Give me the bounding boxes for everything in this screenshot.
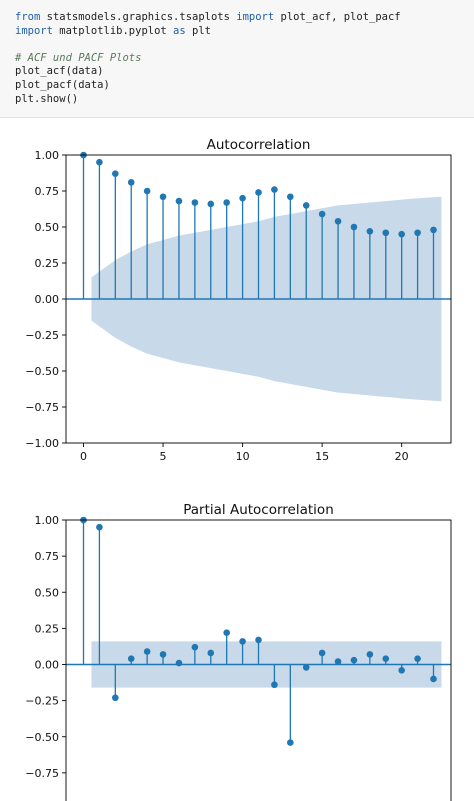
data-point [223, 629, 230, 637]
data-point [430, 675, 437, 683]
y-tick-label: 0.00 [35, 659, 60, 672]
data-point [207, 200, 215, 208]
y-tick-label: 1.00 [35, 149, 60, 162]
x-tick-label: 15 [315, 450, 329, 463]
data-point [191, 199, 199, 206]
keyword: import [236, 11, 275, 23]
data-point [207, 649, 215, 657]
data-point [223, 199, 230, 206]
data-point [127, 179, 135, 186]
data-point [239, 638, 246, 645]
data-point [112, 694, 119, 702]
chart-title: Autocorrelation [207, 137, 311, 153]
y-tick-label: −0.50 [25, 731, 59, 744]
x-tick-label: 5 [160, 450, 167, 463]
data-point [398, 230, 405, 238]
data-point [414, 655, 421, 663]
keyword: import [15, 24, 53, 37]
data-point [287, 739, 294, 746]
y-tick-label: 0.75 [35, 185, 60, 198]
y-tick-label: −0.25 [25, 329, 59, 342]
data-point [255, 189, 262, 196]
data-point [271, 186, 278, 193]
y-tick-label: −0.25 [25, 695, 59, 708]
y-tick-label: 0.50 [35, 586, 60, 599]
y-tick-label: 0.00 [35, 293, 60, 306]
code-line: plot_pacf(data) [15, 78, 110, 91]
data-point [302, 664, 310, 671]
data-point [271, 681, 278, 689]
data-point [334, 658, 342, 665]
data-point [127, 655, 135, 663]
data-point [366, 228, 374, 235]
code-editor[interactable]: from statsmodels.graphics.tsaplots impor… [15, 11, 401, 106]
chart-title: Partial Autocorrelation [183, 502, 334, 518]
code-line: plt.show() [15, 92, 79, 105]
data-point [96, 523, 103, 531]
data-point [159, 193, 167, 201]
y-tick-label: −0.75 [25, 401, 59, 414]
x-tick-label: 20 [395, 450, 409, 463]
code-text: plt [185, 24, 211, 37]
data-point [366, 651, 374, 658]
data-point [350, 223, 358, 231]
code-comment: # ACF und PACF Plots [15, 51, 142, 64]
data-point [382, 229, 390, 237]
code-text: plot_acf, plot_pacf [274, 11, 401, 23]
data-point [318, 210, 326, 218]
y-tick-label: 0.25 [35, 622, 60, 635]
data-point [318, 649, 326, 657]
data-point [191, 643, 199, 651]
keyword: as [173, 24, 186, 37]
y-tick-label: 0.25 [35, 257, 60, 270]
data-point [398, 666, 405, 674]
data-point [255, 636, 262, 644]
data-point [175, 659, 183, 667]
data-point [143, 648, 151, 655]
data-point [382, 655, 390, 663]
x-tick-label: 10 [236, 450, 250, 463]
keyword: from [15, 11, 41, 23]
y-tick-label: −1.00 [25, 437, 59, 450]
x-tick-label: 0 [80, 450, 87, 463]
y-tick-label: 1.00 [35, 514, 60, 527]
data-point [350, 656, 358, 664]
y-tick-label: −0.75 [25, 767, 59, 780]
code-cell[interactable]: from statsmodels.graphics.tsaplots impor… [0, 0, 474, 118]
data-point [175, 197, 183, 205]
data-point [334, 217, 342, 225]
code-text: matplotlib.pyplot [52, 24, 174, 37]
y-tick-label: −0.50 [25, 365, 59, 378]
y-tick-label: 0.75 [35, 550, 60, 563]
data-point [430, 226, 437, 234]
code-text: statsmodels.graphics.tsaplots [40, 11, 237, 23]
data-point [159, 651, 167, 658]
acf-figure: −1.00 −0.75 −0.50 −0.25 0.00 0.25 0.50 0.75 1.00… [0, 118, 474, 483]
code-line: plot_acf(data) [15, 65, 104, 78]
data-point [239, 194, 246, 202]
pacf-figure: −0.75 −0.50 −0.25 0.00 0.25 0.50 0.75 1.00 Parti… [0, 483, 474, 801]
data-point [414, 229, 421, 237]
data-point [143, 187, 151, 195]
data-point [287, 193, 294, 201]
y-tick-label: 0.50 [35, 221, 60, 234]
data-point [96, 158, 103, 166]
data-point [112, 170, 119, 178]
data-point [302, 202, 310, 209]
